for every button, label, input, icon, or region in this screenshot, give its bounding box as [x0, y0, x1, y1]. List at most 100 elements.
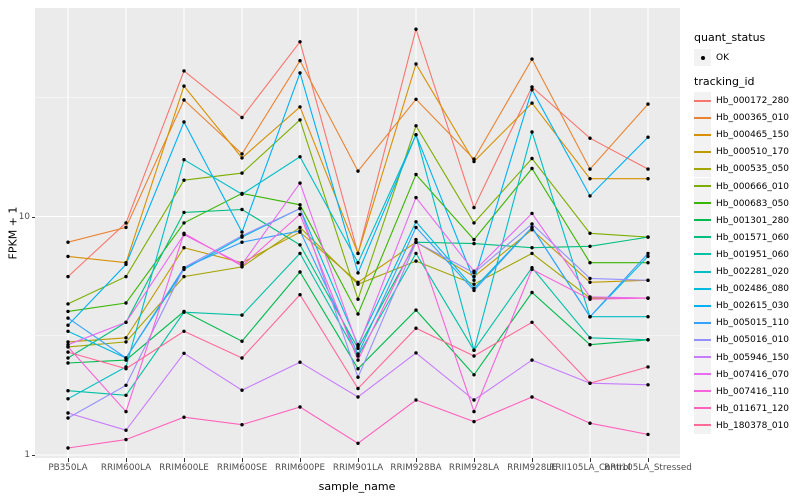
legend-entry-label: Hb_001301_280	[716, 215, 790, 226]
legend-key	[694, 280, 711, 298]
x-tick-label: RRIM600SE	[216, 463, 268, 473]
data-point	[530, 320, 534, 324]
data-point	[298, 229, 302, 233]
data-point	[356, 395, 360, 399]
data-point	[646, 102, 650, 106]
data-point	[66, 240, 70, 244]
data-point	[298, 243, 302, 247]
x-tick-mark	[532, 458, 533, 462]
data-point	[66, 329, 70, 333]
data-point	[530, 225, 534, 230]
data-point	[588, 177, 592, 181]
data-point	[240, 192, 244, 196]
legend-key	[694, 228, 711, 246]
data-point	[414, 124, 418, 128]
data-point	[124, 393, 128, 397]
legend-entry-label: Hb_000172_280	[716, 96, 790, 106]
legend-entry-label: Hb_002281_020	[716, 267, 790, 277]
data-point	[530, 156, 534, 161]
data-point	[66, 350, 70, 354]
data-point	[124, 221, 128, 225]
legend-key-line-icon	[694, 185, 711, 187]
data-point	[530, 101, 534, 105]
data-point	[298, 181, 302, 185]
data-point	[66, 274, 70, 279]
legend-quant-status-title: quant_status	[694, 31, 766, 44]
data-point	[66, 254, 70, 259]
data-point	[530, 211, 534, 216]
legend-key	[694, 263, 711, 280]
x-tick-mark	[126, 458, 127, 462]
legend-key-line-icon	[694, 321, 711, 324]
data-point	[472, 282, 476, 286]
data-point	[646, 135, 650, 139]
data-point	[472, 157, 476, 161]
data-point	[414, 326, 418, 330]
data-point	[298, 155, 302, 159]
data-point	[240, 240, 244, 244]
data-point	[66, 340, 70, 344]
data-point	[472, 237, 476, 242]
data-point	[124, 383, 128, 387]
data-point	[414, 351, 418, 355]
data-point	[182, 329, 186, 333]
data-point	[588, 136, 592, 140]
data-point	[240, 339, 244, 343]
data-point	[588, 167, 592, 171]
x-tick-label: RRIM600LA	[100, 463, 152, 473]
legend-key-line-icon	[694, 424, 711, 427]
data-point	[472, 373, 476, 377]
data-point	[472, 409, 476, 414]
data-point	[240, 423, 244, 427]
legend-entry-label: Hb_002486_080	[716, 284, 790, 295]
data-point	[530, 130, 534, 134]
data-point	[124, 336, 128, 340]
data-point	[298, 203, 302, 207]
data-point	[530, 85, 534, 89]
legend-tracking-id-title: tracking_id	[694, 75, 755, 88]
data-point	[646, 296, 650, 300]
legend-key-line-icon	[694, 338, 711, 341]
data-point	[182, 246, 186, 250]
data-point	[588, 261, 592, 265]
data-point	[530, 166, 534, 171]
data-point	[472, 398, 476, 402]
legend-entry-label: Hb_000465_150	[716, 130, 790, 141]
data-point	[356, 282, 360, 286]
data-point	[298, 405, 302, 409]
data-point	[124, 320, 128, 324]
data-point	[472, 269, 476, 273]
x-tick-label: RRII105LA_Control	[549, 463, 631, 473]
data-point	[646, 315, 650, 319]
data-point	[472, 354, 476, 358]
data-point	[240, 388, 244, 392]
legend-key-line-icon	[694, 407, 711, 410]
data-point	[530, 290, 534, 295]
legend-key	[694, 211, 711, 229]
x-tick-label: PB350LA	[48, 463, 88, 473]
data-point	[66, 309, 70, 314]
data-point	[530, 222, 534, 226]
data-point	[182, 120, 186, 124]
data-point	[182, 221, 186, 225]
data-point	[414, 62, 418, 66]
legend-key-line-icon	[694, 236, 711, 239]
data-point	[182, 415, 186, 419]
y-tick-mark	[31, 216, 35, 218]
data-point	[298, 270, 302, 274]
legend-key	[694, 382, 711, 400]
data-point	[298, 71, 302, 75]
data-point	[240, 156, 244, 160]
data-point	[414, 97, 418, 102]
data-point	[588, 280, 592, 284]
x-tick-mark	[300, 458, 301, 462]
data-point	[240, 264, 244, 268]
data-point	[588, 276, 592, 281]
data-point	[414, 225, 418, 230]
legend-key-line-icon	[694, 219, 711, 222]
data-point	[298, 118, 302, 122]
data-point	[588, 194, 592, 198]
plot-panel	[35, 8, 680, 458]
y-tick-label: 10	[18, 211, 30, 222]
data-point	[182, 266, 186, 270]
